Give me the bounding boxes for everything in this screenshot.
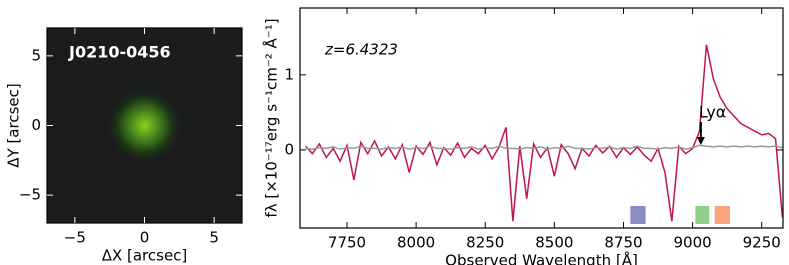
spectrum-line xyxy=(304,44,784,222)
filter-band xyxy=(695,206,710,224)
lya-label: Lyα xyxy=(699,103,726,122)
x-axis-label: ΔX [arcsec] xyxy=(102,247,188,265)
x-tick-label: 9250 xyxy=(743,234,781,252)
filter-band xyxy=(630,206,646,224)
x-tick-label: 8000 xyxy=(397,234,435,252)
y-tick-label: 0 xyxy=(284,140,294,158)
x-axis-label: Observed Wavelength [Å] xyxy=(445,251,638,265)
y-tick-label: 5 xyxy=(31,46,41,64)
x-tick-label: 7750 xyxy=(328,234,366,252)
y-tick-label: −5 xyxy=(19,186,41,204)
y-tick-label: 0 xyxy=(31,116,41,134)
y-tick-label: 1 xyxy=(284,65,294,83)
x-tick-label: 5 xyxy=(209,229,219,247)
x-tick-label: 8500 xyxy=(535,234,573,252)
redshift-label: z=6.4323 xyxy=(324,41,398,59)
x-tick-label: 8250 xyxy=(466,234,504,252)
y-axis-label: ΔY [arcsec] xyxy=(5,83,23,167)
x-tick-label: −5 xyxy=(64,229,86,247)
x-tick-label: 0 xyxy=(140,229,150,247)
y-axis-label: fλ [×10⁻¹⁷erg s⁻¹cm⁻² Å⁻¹] xyxy=(262,18,281,217)
x-tick-label: 8750 xyxy=(604,234,642,252)
x-tick-label: 9000 xyxy=(673,234,711,252)
axes-frame xyxy=(299,7,784,229)
source-blob xyxy=(106,87,183,164)
lya-arrowhead xyxy=(696,137,705,145)
filter-band xyxy=(714,206,730,224)
spectrum-line xyxy=(305,144,783,150)
object-name: J0210-0456 xyxy=(68,43,171,62)
